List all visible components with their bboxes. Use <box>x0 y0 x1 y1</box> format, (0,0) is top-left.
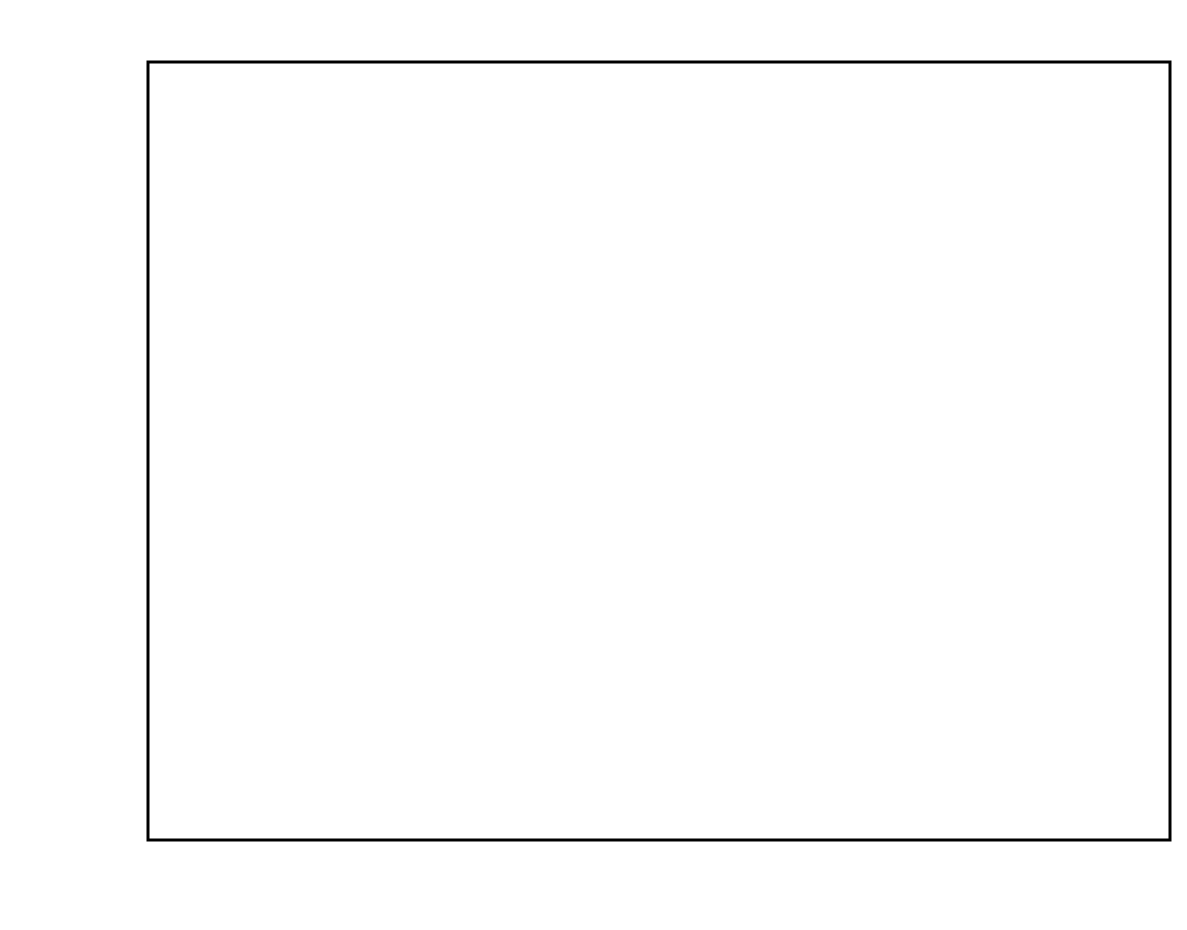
forecast-map <box>146 60 1172 842</box>
map-frame-border <box>146 60 1172 842</box>
legend-bar <box>0 840 1187 930</box>
